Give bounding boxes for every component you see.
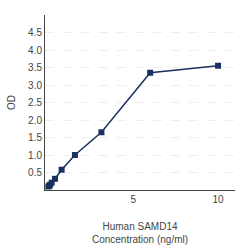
- svg-text:Human SAMD14Concentration (ng/: Human SAMD14Concentration (ng/ml): [92, 221, 188, 245]
- svg-text:OD: OD: [6, 95, 17, 110]
- svg-text:1.0: 1.0: [28, 150, 42, 161]
- svg-text:5: 5: [130, 194, 136, 205]
- svg-text:0.5: 0.5: [28, 167, 42, 178]
- svg-text:3.5: 3.5: [28, 62, 42, 73]
- svg-text:2.5: 2.5: [28, 97, 42, 108]
- svg-text:4.0: 4.0: [28, 45, 42, 56]
- svg-text:1.5: 1.5: [28, 132, 42, 143]
- svg-text:4.5: 4.5: [28, 27, 42, 38]
- svg-text:2.0: 2.0: [28, 115, 42, 126]
- svg-text:3.0: 3.0: [28, 80, 42, 91]
- svg-text:10: 10: [212, 194, 224, 205]
